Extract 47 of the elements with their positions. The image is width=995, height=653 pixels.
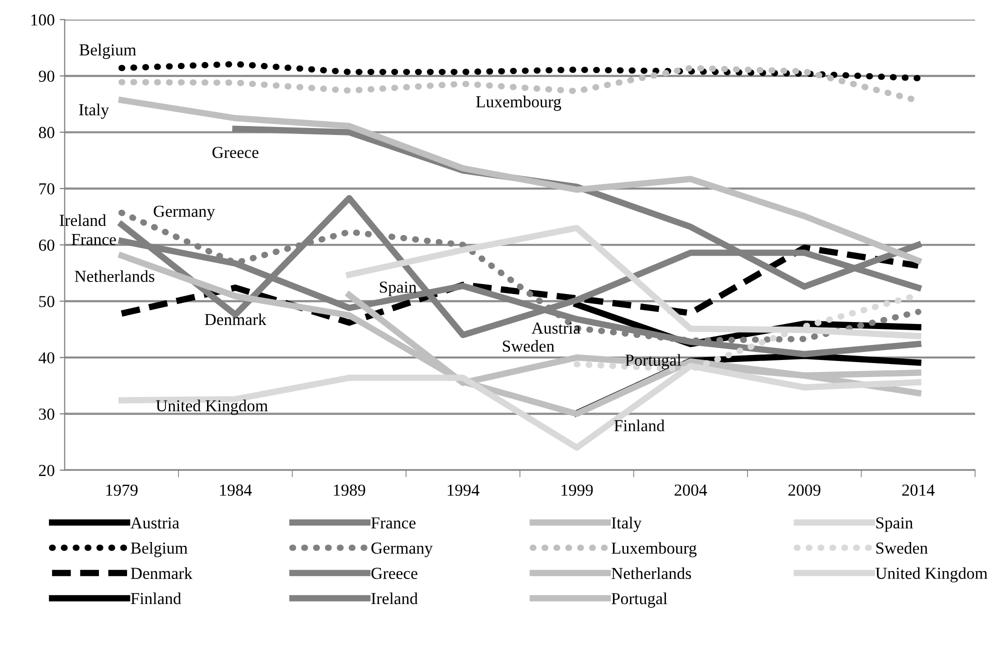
legend-label: Ireland xyxy=(371,592,418,604)
y-tick-label: 80 xyxy=(38,126,54,138)
annotation: Ireland xyxy=(60,214,106,226)
y-tick-label: 70 xyxy=(39,183,54,194)
annotation: Netherlands xyxy=(74,270,154,282)
x-tick-label: 1999 xyxy=(562,484,593,496)
y-tick-label: 20 xyxy=(39,464,54,476)
legend-label: United Kingdom xyxy=(876,567,988,582)
annotation: Finland xyxy=(614,420,665,432)
y-tick-label: 60 xyxy=(39,240,54,251)
legend-label: Denmark xyxy=(130,567,192,580)
legend-label: Luxembourg xyxy=(612,542,697,558)
annotation: Greece xyxy=(212,146,258,158)
annotation: Sweden xyxy=(502,340,554,352)
annotation: Belgium xyxy=(79,44,136,59)
legend-label: Portugal xyxy=(612,592,668,608)
annotation: Germany xyxy=(154,206,216,220)
annotation: Spain xyxy=(380,282,417,296)
legend-label: France xyxy=(371,517,416,529)
annotation: Austria xyxy=(532,322,580,334)
y-tick-label: 90 xyxy=(38,70,54,82)
x-tick-label: 2014 xyxy=(902,484,935,496)
x-tick-label: 1994 xyxy=(448,484,480,496)
annotation: Italy xyxy=(79,104,110,119)
legend-label: Sweden xyxy=(876,542,928,554)
x-tick-label: 1989 xyxy=(334,484,366,496)
legend-label: Spain xyxy=(876,517,913,532)
legend-label: Finland xyxy=(130,592,182,604)
legend-label: Netherlands xyxy=(612,567,692,580)
annotation: France xyxy=(72,234,116,246)
annotation: United Kingdom xyxy=(156,400,268,415)
x-tick-label: 2004 xyxy=(674,484,707,496)
y-tick-label: 40 xyxy=(38,352,54,364)
legend-label: Austria xyxy=(130,517,180,529)
legend-label: Germany xyxy=(371,542,433,558)
x-tick-label: 1984 xyxy=(220,484,252,496)
y-tick-label: 50 xyxy=(39,296,54,308)
legend-label: Italy xyxy=(612,516,642,532)
annotation: Luxembourg xyxy=(476,96,562,111)
annotation: Portugal xyxy=(625,354,682,370)
annotation: Denmark xyxy=(204,313,266,326)
x-tick-label: 1979 xyxy=(106,484,138,496)
y-tick-label: 30 xyxy=(39,408,54,420)
x-tick-label: 2009 xyxy=(788,484,820,496)
legend-label: Belgium xyxy=(130,542,188,558)
y-tick-label: 100 xyxy=(31,14,54,26)
legend-label: Greece xyxy=(371,568,418,580)
